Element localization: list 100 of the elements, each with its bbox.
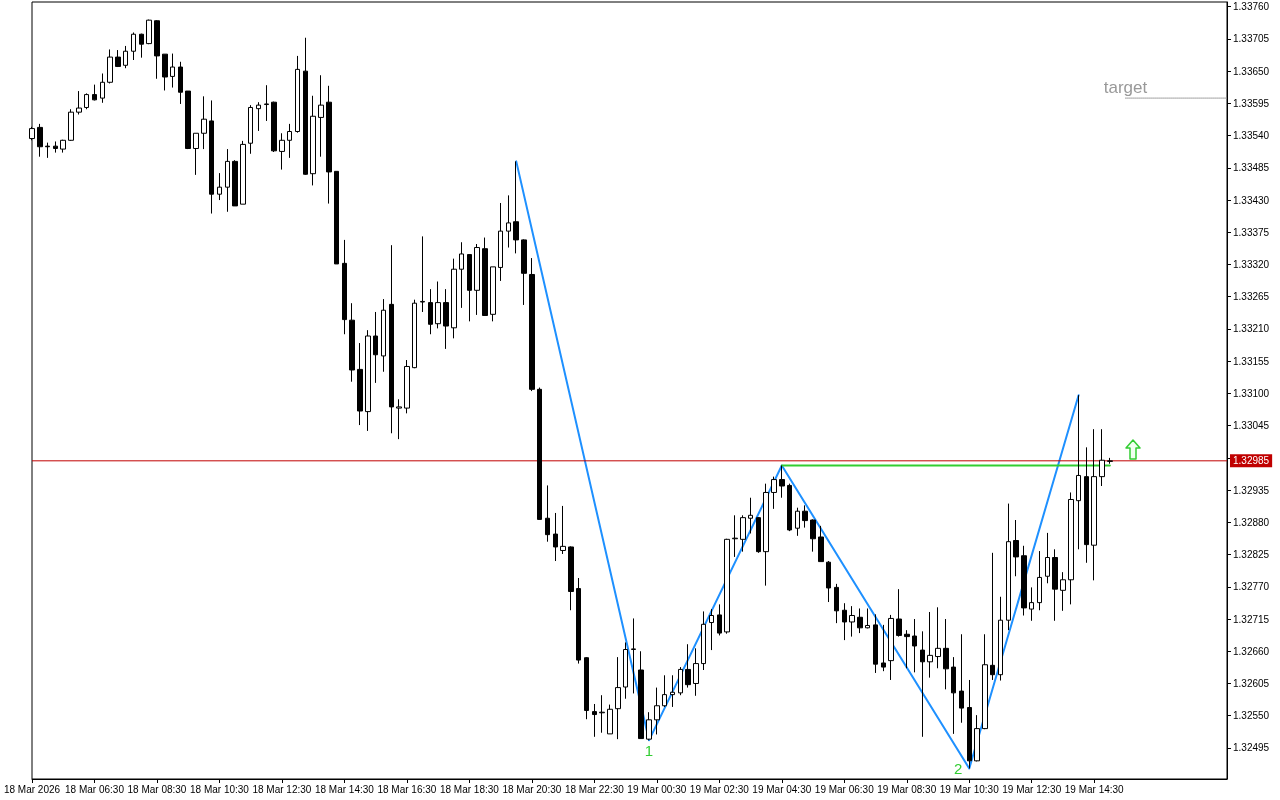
candlestick xyxy=(428,288,433,335)
candlestick xyxy=(888,614,894,681)
y-tick-label: 1.32495 xyxy=(1233,742,1270,754)
candlestick xyxy=(646,711,652,741)
annotation: 1 xyxy=(644,742,654,760)
x-tick-label: 18 Mar 2026 xyxy=(3,783,61,795)
candlestick xyxy=(1060,571,1066,612)
candlestick xyxy=(279,132,285,171)
candlestick xyxy=(849,605,855,638)
candlestick xyxy=(607,704,613,735)
candlestick xyxy=(560,505,566,555)
candlestick xyxy=(232,159,238,207)
candlestick xyxy=(490,266,496,322)
candlestick xyxy=(802,504,808,529)
candlestick xyxy=(709,608,714,651)
candlestick xyxy=(553,512,558,562)
candlestick xyxy=(287,123,292,159)
candlestick xyxy=(826,560,831,603)
candlestick xyxy=(420,235,425,313)
candlestick xyxy=(756,516,761,554)
candlestick xyxy=(1099,428,1105,487)
candlestick xyxy=(459,241,464,309)
candlestick xyxy=(389,244,394,434)
candlestick xyxy=(357,342,363,426)
candlestick xyxy=(795,507,800,537)
candlestick xyxy=(498,202,503,282)
candlestick xyxy=(225,148,230,213)
y-tick-label: 1.33705 xyxy=(1233,33,1270,45)
candlestick xyxy=(435,281,441,329)
y-tick-label: 1.32605 xyxy=(1233,677,1270,689)
candlestick xyxy=(787,483,792,532)
y-tick-label: 1.33540 xyxy=(1233,130,1270,142)
candlestick xyxy=(334,170,339,265)
candlestick xyxy=(732,514,738,558)
candlestick xyxy=(37,123,43,158)
x-tick-label: 19 Mar 00:30 xyxy=(627,783,687,795)
candlestick xyxy=(451,258,457,339)
candlestick xyxy=(162,53,168,91)
y-tick-label: 1.33430 xyxy=(1233,194,1270,206)
candlestick xyxy=(131,31,136,61)
candlestick xyxy=(381,298,386,373)
candlestick xyxy=(951,656,956,735)
candlestick xyxy=(53,140,58,154)
y-tick-label: 1.32770 xyxy=(1233,581,1270,593)
candlestick xyxy=(100,72,105,104)
x-tick-label: 18 Mar 16:30 xyxy=(377,783,437,795)
candlestick xyxy=(264,84,269,122)
candlestick xyxy=(1021,545,1027,617)
candlestick xyxy=(60,139,66,154)
candlestick xyxy=(990,552,995,681)
candlestick xyxy=(373,311,378,384)
y-tick-label: 1.33760 xyxy=(1233,1,1270,13)
candlestick xyxy=(513,160,519,254)
y-tick-label: 1.33210 xyxy=(1233,323,1270,335)
candlestick xyxy=(342,239,347,335)
candlestick xyxy=(724,538,730,635)
candlestick xyxy=(576,577,581,665)
candlestick xyxy=(693,647,699,697)
candlestick xyxy=(474,243,480,316)
candlestick xyxy=(1068,491,1074,605)
x-tick-label: 19 Mar 04:30 xyxy=(752,783,812,795)
candlestick xyxy=(842,602,847,641)
x-tick-label: 19 Mar 14:30 xyxy=(1064,783,1125,795)
candlestick xyxy=(154,19,160,80)
y-tick-label: 1.33265 xyxy=(1233,291,1270,303)
candlestick xyxy=(303,37,308,176)
x-tick-label: 18 Mar 22:30 xyxy=(564,783,625,795)
ref-line-label: 1.32985 xyxy=(1233,455,1270,467)
candlestick xyxy=(521,238,527,306)
candlestick xyxy=(482,237,488,316)
candlestick xyxy=(248,104,253,155)
candlestick xyxy=(506,194,511,249)
candlestick xyxy=(1006,503,1011,631)
candlestick xyxy=(178,61,183,105)
y-tick-label: 1.33650 xyxy=(1233,65,1270,77)
candlestick xyxy=(123,45,128,69)
candlestick xyxy=(873,613,878,674)
candlestick xyxy=(1013,519,1019,577)
candlestick xyxy=(404,359,410,414)
candlestick xyxy=(240,140,246,205)
candlestick xyxy=(599,694,605,734)
candlestick xyxy=(545,484,550,543)
y-tick-label: 1.33100 xyxy=(1233,387,1270,399)
candlestick xyxy=(443,288,449,350)
candlestick xyxy=(592,703,597,738)
y-tick-label: 1.33485 xyxy=(1233,162,1270,174)
x-tick-label: 19 Mar 06:30 xyxy=(814,783,875,795)
candlestick xyxy=(943,618,949,690)
candlestick xyxy=(818,525,824,563)
candlestick xyxy=(349,302,355,383)
candlestick xyxy=(701,610,706,671)
candlestick xyxy=(170,53,175,89)
candlestick xyxy=(1076,394,1081,550)
candlestick xyxy=(615,656,621,740)
x-tick-label: 19 Mar 10:30 xyxy=(939,783,1000,795)
candlestick xyxy=(779,465,785,499)
candlestick xyxy=(857,607,863,634)
y-tick-label: 1.33045 xyxy=(1233,420,1270,432)
candlestick xyxy=(1037,550,1042,611)
candlestick xyxy=(763,483,769,587)
